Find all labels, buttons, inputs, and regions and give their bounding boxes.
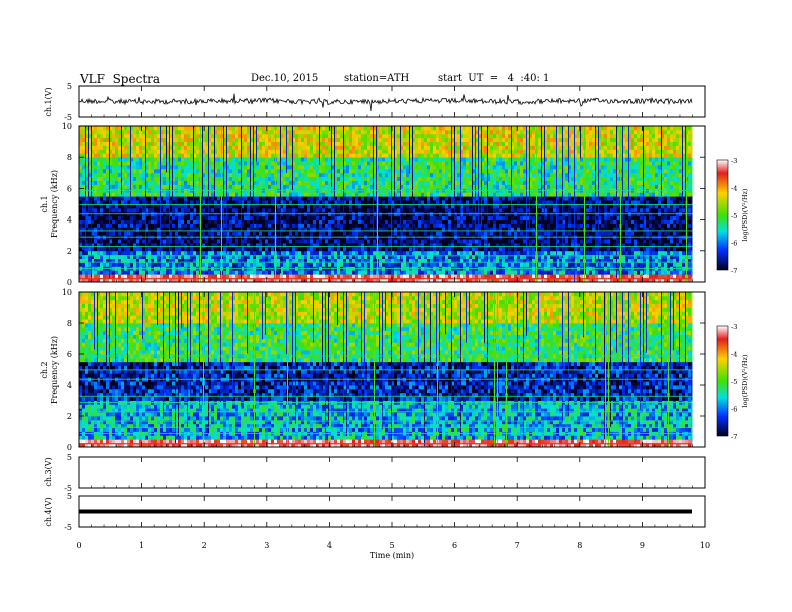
ch3-waveform-ylabel: ch.3(V) — [44, 457, 53, 486]
ch1-spectrogram-ylabel: Frequency (kHz) — [50, 170, 59, 238]
ch1-ytick-top: 5 — [67, 82, 72, 91]
ch2-spec-ytick-6: 6 — [67, 350, 72, 359]
ch1-colorbar-tick: -6 — [731, 240, 737, 248]
x-tick-label-5: 5 — [389, 541, 394, 550]
ch1-spec-ytick-0: 0 — [67, 278, 72, 287]
chart-title: VLF Spectra — [80, 72, 161, 86]
ch1-spec-ytick-2: 2 — [67, 247, 72, 256]
ch1-colorbar-tick: -4 — [731, 185, 737, 193]
ch1-waveform-trace — [78, 93, 693, 112]
ch1-spec-ytick-6: 6 — [67, 184, 72, 193]
ch2-spec-ytick-10: 10 — [62, 288, 72, 297]
ch2-spec-ytick-8: 8 — [67, 319, 72, 328]
ch3-waveform-panel: 5 -5 ch.3(V) — [44, 453, 706, 493]
ch2-spectrogram — [79, 292, 705, 448]
ch3-ytick-top: 5 — [67, 453, 72, 462]
ch4-waveform-ylabel: ch.4(V) — [44, 497, 53, 526]
ch2-colorbar-tick: -7 — [731, 433, 737, 441]
x-tick-label-0: 0 — [76, 541, 81, 550]
ch2-spec-ytick-0: 0 — [67, 443, 72, 452]
ch4-ytick-top: 5 — [67, 492, 72, 501]
x-tick-label-10: 10 — [700, 541, 710, 550]
ch2-spec-ytick-2: 2 — [67, 412, 72, 421]
x-tick-label-4: 4 — [327, 541, 332, 550]
x-tick-label-6: 6 — [452, 541, 457, 550]
ch4-ytick-bottom: -5 — [64, 523, 72, 532]
ch2-colorbar-tick: -5 — [731, 378, 737, 386]
ch1-colorbar-label: log(PSD)(V²/Hz) — [741, 188, 749, 241]
ch1-colorbar — [716, 159, 729, 271]
ch1-colorbar-tick: -7 — [731, 267, 737, 275]
station-label: station=ATH — [344, 73, 410, 84]
ch1-spec-ytick-10: 10 — [62, 122, 72, 131]
ch1-spec-ytick-8: 8 — [67, 153, 72, 162]
ch1-waveform-ylabel: ch.1(V) — [44, 87, 53, 116]
ch2-spectrogram-channel-label: ch.2 — [40, 361, 49, 378]
ch2-colorbar — [716, 325, 729, 437]
ch2-colorbar-label: log(PSD)(V²/Hz) — [741, 354, 749, 407]
x-tick-label-8: 8 — [577, 541, 582, 550]
date-label: Dec.10, 2015 — [251, 73, 319, 84]
ch1-spectrogram-channel-label: ch.1 — [40, 195, 49, 212]
x-axis-label: Time (min) — [370, 551, 414, 560]
ch3-ytick-bottom: -5 — [64, 484, 72, 493]
x-axis: 0 1 2 3 4 5 6 7 8 9 10 — [76, 86, 710, 550]
x-tick-label-7: 7 — [515, 541, 520, 550]
x-tick-label-3: 3 — [264, 541, 269, 550]
ch1-ytick-bottom: -5 — [64, 113, 72, 122]
ch1-colorbar-tick: -3 — [731, 157, 737, 165]
ch1-spectrogram — [79, 126, 705, 283]
ch1-colorbar-tick: -5 — [731, 212, 737, 220]
ch2-colorbar-tick: -3 — [731, 323, 737, 331]
x-tick-label-9: 9 — [640, 541, 645, 550]
x-tick-label-1: 1 — [139, 541, 144, 550]
ch2-spec-ytick-4: 4 — [67, 381, 72, 390]
ch2-colorbar-tick: -6 — [731, 406, 737, 414]
ch4-waveform-panel: 5 -5 ch.4(V) — [44, 492, 706, 532]
ch2-colorbar-tick: -4 — [731, 351, 737, 359]
ch1-spec-ytick-4: 4 — [67, 216, 72, 225]
start-time-label: start UT = 4 :40: 1 — [438, 73, 550, 84]
ch2-spectrogram-ylabel: Frequency (kHz) — [50, 336, 59, 404]
x-tick-label-2: 2 — [202, 541, 207, 550]
ch1-waveform-panel: 5 -5 ch.1(V) — [44, 82, 706, 122]
